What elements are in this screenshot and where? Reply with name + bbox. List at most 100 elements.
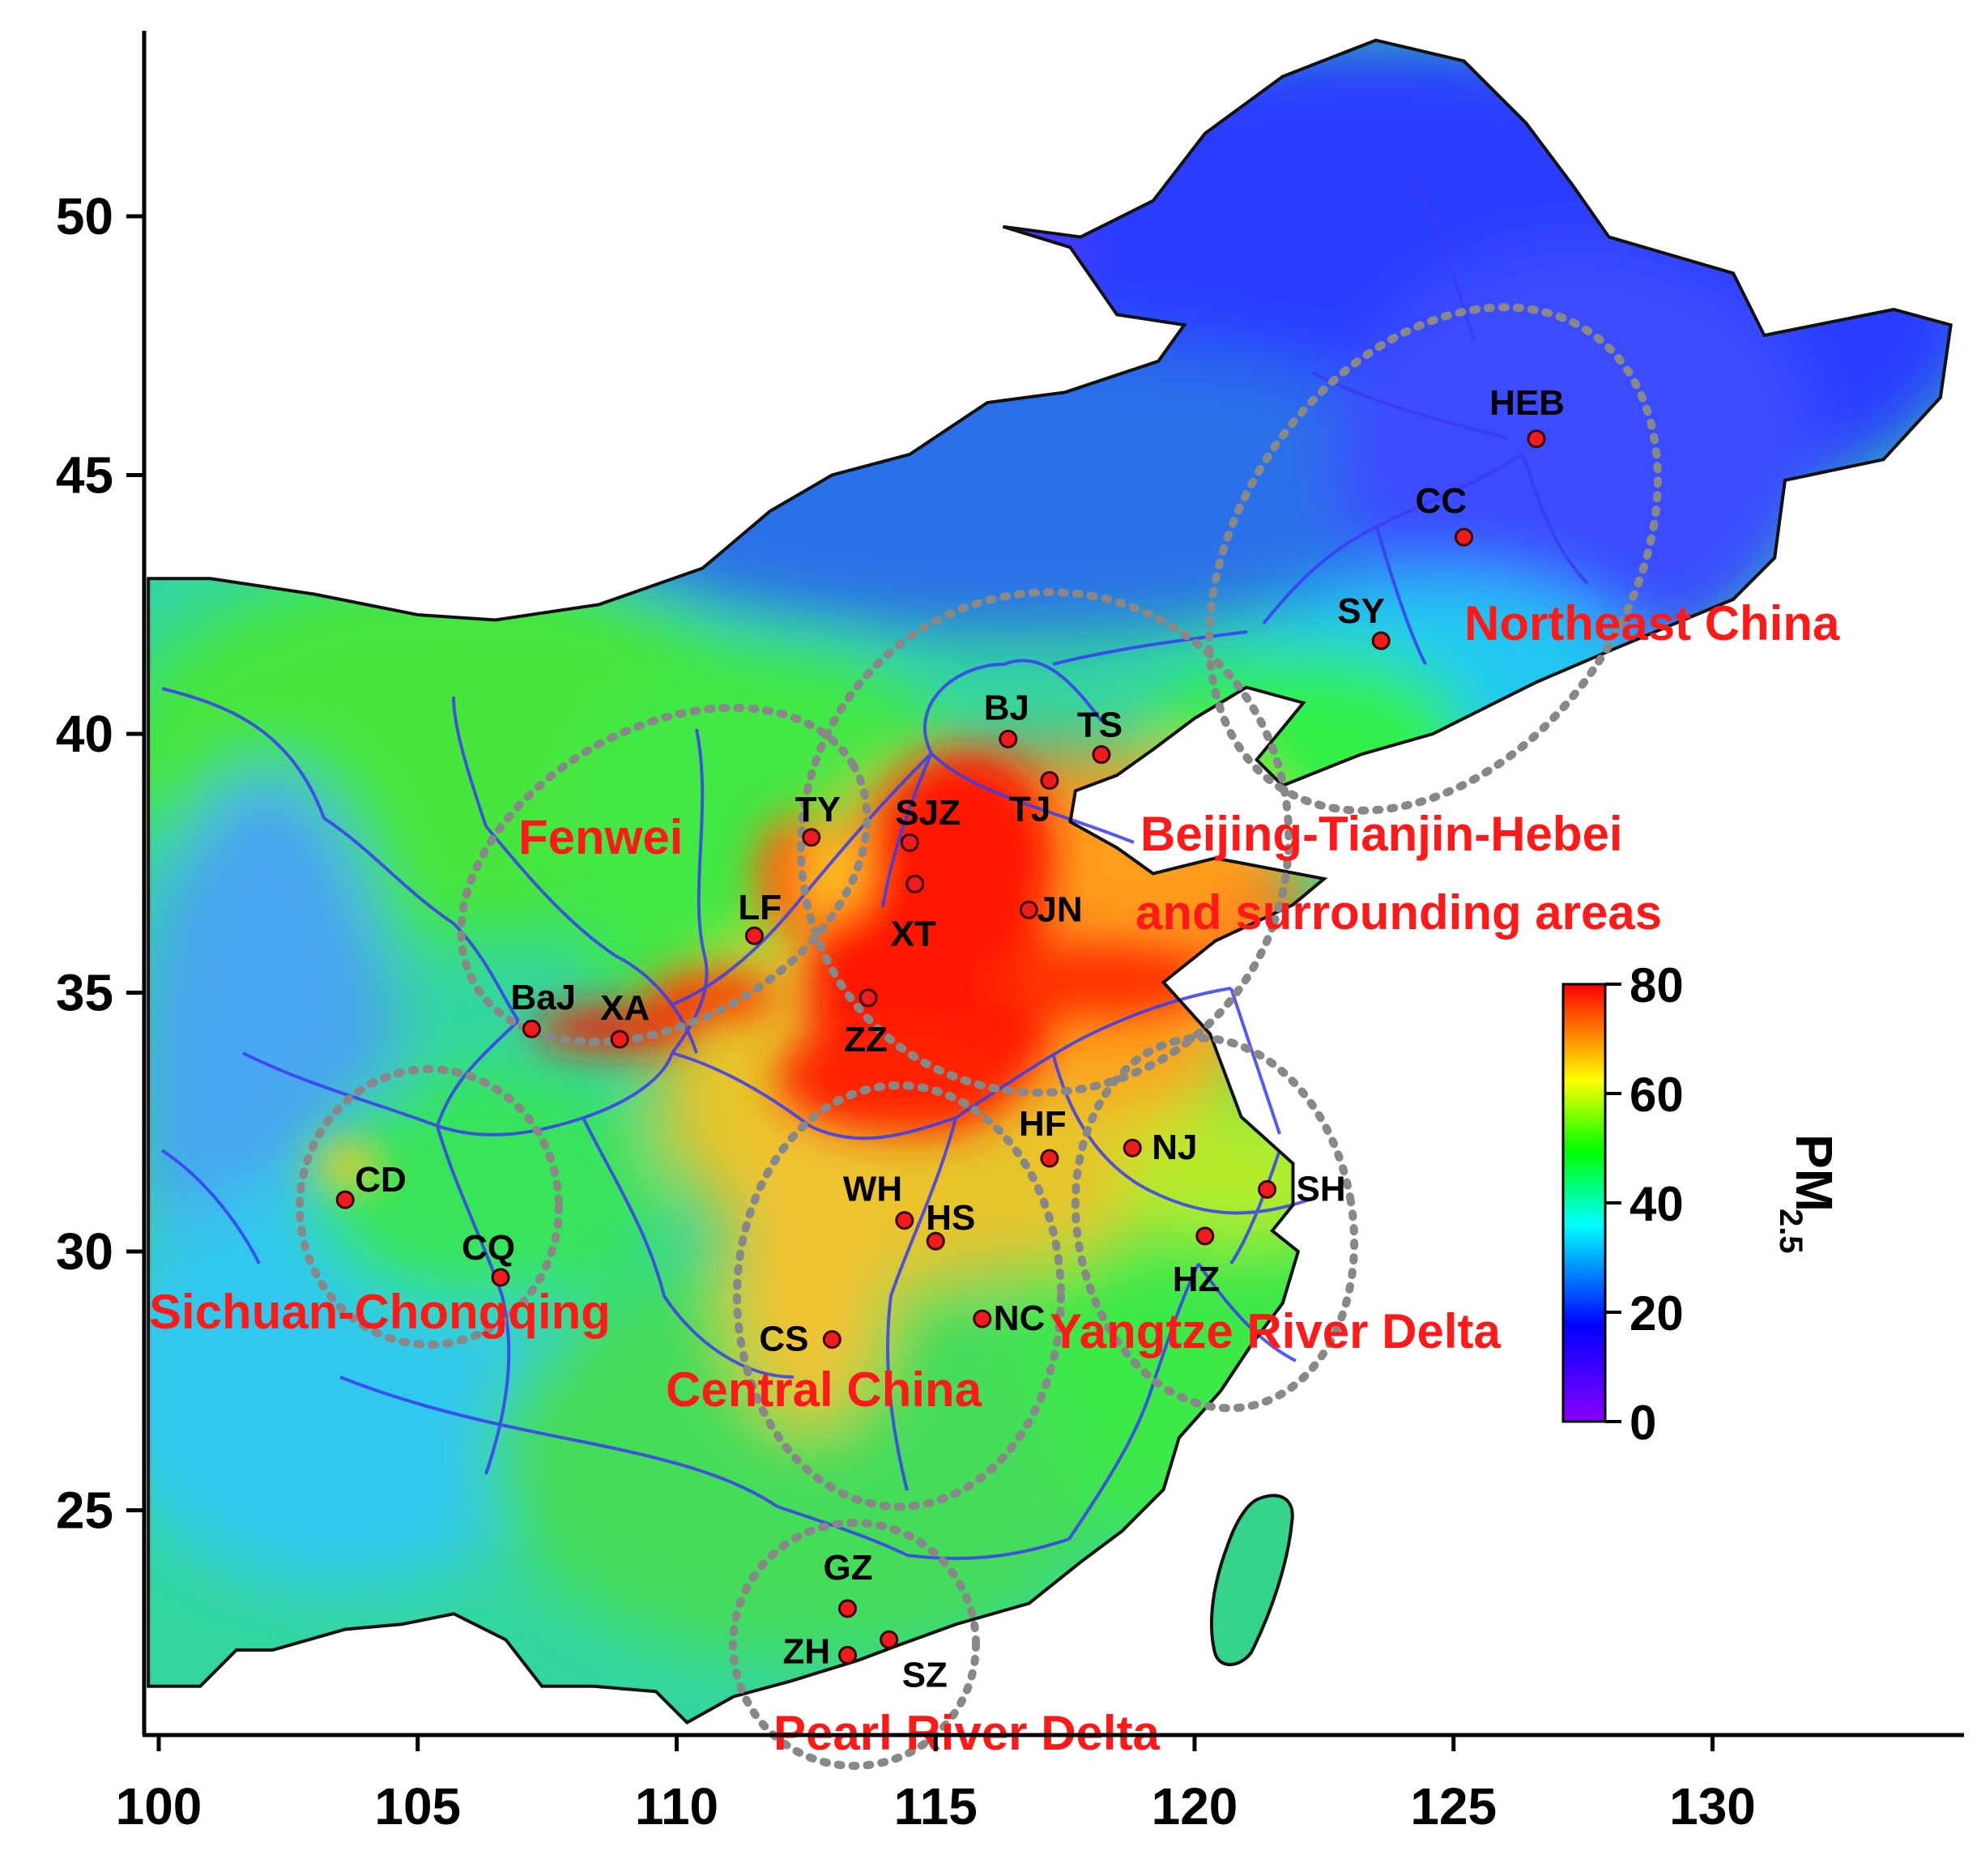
city-label-sy: SY bbox=[1337, 591, 1385, 631]
x-tick-label: 100 bbox=[116, 1777, 202, 1835]
x-tick-label: 105 bbox=[374, 1777, 461, 1835]
taiwan-island bbox=[1210, 1494, 1294, 1666]
city-marker-cs bbox=[822, 1330, 841, 1349]
city-marker-tj bbox=[1040, 771, 1059, 791]
city-label-hf: HF bbox=[1019, 1104, 1067, 1144]
city-marker-nj bbox=[1123, 1138, 1142, 1158]
y-axis-ticks: 25 30 35 40 45 50 bbox=[56, 187, 144, 1540]
city-marker-baj bbox=[522, 1019, 541, 1038]
city-label-heb: HEB bbox=[1489, 383, 1565, 423]
city-marker-hz bbox=[1195, 1226, 1215, 1246]
city-marker-xt bbox=[905, 874, 925, 893]
region-outline-northeast-china bbox=[1205, 303, 1662, 815]
city-label-lf: LF bbox=[738, 888, 782, 927]
region-outline-sichuan-chongqing bbox=[296, 1065, 563, 1349]
city-label-ts: TS bbox=[1077, 706, 1123, 745]
city-marker-ts bbox=[1092, 745, 1111, 765]
y-tick-label: 35 bbox=[56, 964, 113, 1022]
colorbar-title: PM bbox=[1785, 1134, 1843, 1212]
city-label-tj: TJ bbox=[1009, 790, 1050, 829]
city-label-jn: JN bbox=[1037, 889, 1082, 929]
x-tick-label: 115 bbox=[894, 1777, 978, 1835]
x-axis-ticks: 100 105 110 115 120 125 130 bbox=[116, 1735, 1756, 1835]
region-label-jjj: Beijing-Tianjin-Hebei bbox=[1140, 807, 1623, 861]
x-tick-label: 130 bbox=[1669, 1777, 1756, 1835]
city-label-baj: BaJ bbox=[510, 978, 576, 1017]
region-outlines bbox=[296, 303, 1662, 1770]
colorbar-tick-label: 40 bbox=[1630, 1177, 1684, 1231]
city-label-cq: CQ bbox=[462, 1228, 515, 1268]
city-marker-lf bbox=[744, 926, 764, 945]
city-marker-hs bbox=[926, 1231, 945, 1251]
city-marker-zz bbox=[858, 988, 878, 1008]
y-tick-label: 45 bbox=[56, 446, 113, 505]
region-label-central-china: Central China bbox=[666, 1362, 982, 1417]
region-outline-central-china bbox=[733, 1081, 1065, 1511]
city-label-zz: ZZ bbox=[844, 1020, 888, 1060]
city-marker-bj bbox=[999, 729, 1018, 748]
region-outline-fenwei bbox=[457, 703, 871, 1047]
region-label-jjj-surrounding: and surrounding areas bbox=[1135, 885, 1662, 940]
city-marker-heb bbox=[1527, 429, 1546, 449]
region-outline-yangtze-river-delta bbox=[1071, 1034, 1359, 1413]
city-label-zh: ZH bbox=[783, 1631, 831, 1671]
city-marker-sjz bbox=[900, 833, 919, 852]
colorbar-tick-label: 80 bbox=[1630, 958, 1684, 1013]
city-label-cd: CD bbox=[355, 1160, 407, 1200]
y-tick-label: 30 bbox=[56, 1222, 113, 1281]
city-marker-hf bbox=[1040, 1149, 1059, 1168]
city-label-sz: SZ bbox=[902, 1655, 948, 1695]
city-marker-ty bbox=[802, 828, 821, 847]
city-label-sjz: SJZ bbox=[895, 793, 961, 833]
city-marker-sy bbox=[1371, 631, 1391, 650]
city-marker-sh bbox=[1258, 1179, 1277, 1199]
city-label-ty: TY bbox=[795, 790, 841, 829]
region-label-northeast-china: Northeast China bbox=[1464, 596, 1840, 650]
city-marker-wh bbox=[895, 1211, 914, 1230]
city-markers: HEB CC SY BJ TS TJ SJZ XT TY JN LF BaJ XA ZZ HF NJ SH WH H… bbox=[335, 383, 1565, 1695]
colorbar-tick-label: 20 bbox=[1630, 1286, 1684, 1341]
y-tick-label: 25 bbox=[56, 1482, 113, 1540]
y-tick-label: 50 bbox=[56, 187, 113, 245]
pm25-raster bbox=[148, 40, 1951, 1723]
region-label-fenwei: Fenwei bbox=[518, 810, 683, 864]
city-label-cc: CC bbox=[1416, 481, 1468, 521]
city-label-cs: CS bbox=[759, 1320, 808, 1359]
city-marker-nc bbox=[973, 1309, 992, 1328]
axes: 100 105 110 115 120 125 130 25 30 35 40 45 50 bbox=[56, 31, 1964, 1835]
region-label-sichuan-chongqing: Sichuan-Chongqing bbox=[149, 1285, 611, 1339]
city-label-hz: HZ bbox=[1173, 1260, 1221, 1299]
y-tick-label: 40 bbox=[56, 705, 113, 763]
city-label-hs: HS bbox=[926, 1198, 975, 1238]
city-marker-zh bbox=[838, 1645, 858, 1665]
city-marker-sz bbox=[880, 1630, 899, 1649]
city-marker-cd bbox=[335, 1190, 355, 1209]
region-outline-jjj bbox=[796, 588, 1293, 1097]
region-outline-pearl-river-delta bbox=[729, 1519, 980, 1770]
city-label-sh: SH bbox=[1297, 1169, 1346, 1209]
city-label-nj: NJ bbox=[1152, 1128, 1197, 1167]
city-marker-jn bbox=[1019, 900, 1038, 919]
colorbar-gradient bbox=[1561, 983, 1607, 1423]
x-tick-label: 120 bbox=[1152, 1777, 1238, 1835]
colorbar: 0 20 40 60 80 PM 2.5 bbox=[1561, 958, 1843, 1450]
city-label-xt: XT bbox=[891, 914, 936, 953]
city-marker-xa bbox=[610, 1030, 629, 1049]
x-tick-label: 110 bbox=[635, 1777, 718, 1835]
city-marker-cc bbox=[1455, 527, 1474, 547]
colorbar-tick-label: 60 bbox=[1630, 1068, 1684, 1122]
city-label-nc: NC bbox=[994, 1298, 1046, 1338]
city-marker-gz bbox=[838, 1599, 858, 1618]
city-label-bj: BJ bbox=[984, 688, 1029, 727]
city-label-gz: GZ bbox=[824, 1548, 873, 1588]
city-label-xa: XA bbox=[600, 988, 650, 1028]
x-tick-label: 125 bbox=[1410, 1777, 1497, 1835]
colorbar-title-subscript: 2.5 bbox=[1773, 1209, 1808, 1254]
colorbar-ticks: 0 20 40 60 80 bbox=[1605, 958, 1684, 1450]
city-marker-cq bbox=[491, 1268, 510, 1287]
city-label-wh: WH bbox=[843, 1170, 902, 1209]
province-boundaries bbox=[160, 169, 1589, 1560]
colorbar-tick-label: 0 bbox=[1630, 1396, 1656, 1450]
region-label-yangtze-river-delta: Yangtze River Delta bbox=[1050, 1304, 1502, 1358]
